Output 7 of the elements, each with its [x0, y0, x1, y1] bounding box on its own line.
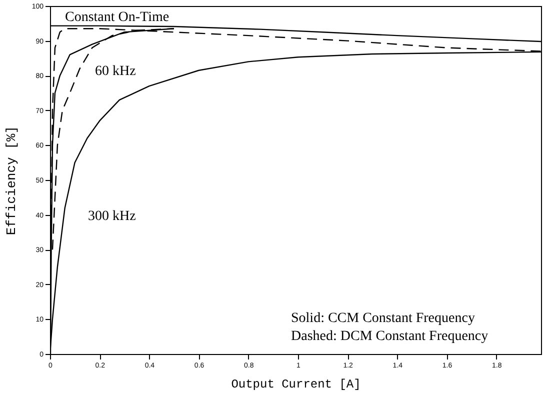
annotation: Constant On-Time: [65, 10, 170, 25]
annotation: Solid: CCM Constant Frequency: [291, 311, 475, 326]
y-axis-title: Efficiency [%]: [4, 126, 19, 236]
annotation: 300 kHz: [88, 209, 136, 224]
annotation: 60 kHz: [95, 64, 136, 79]
annotation: Dashed: DCM Constant Frequency: [291, 329, 488, 344]
x-axis-title: Output Current [A]: [231, 378, 361, 392]
